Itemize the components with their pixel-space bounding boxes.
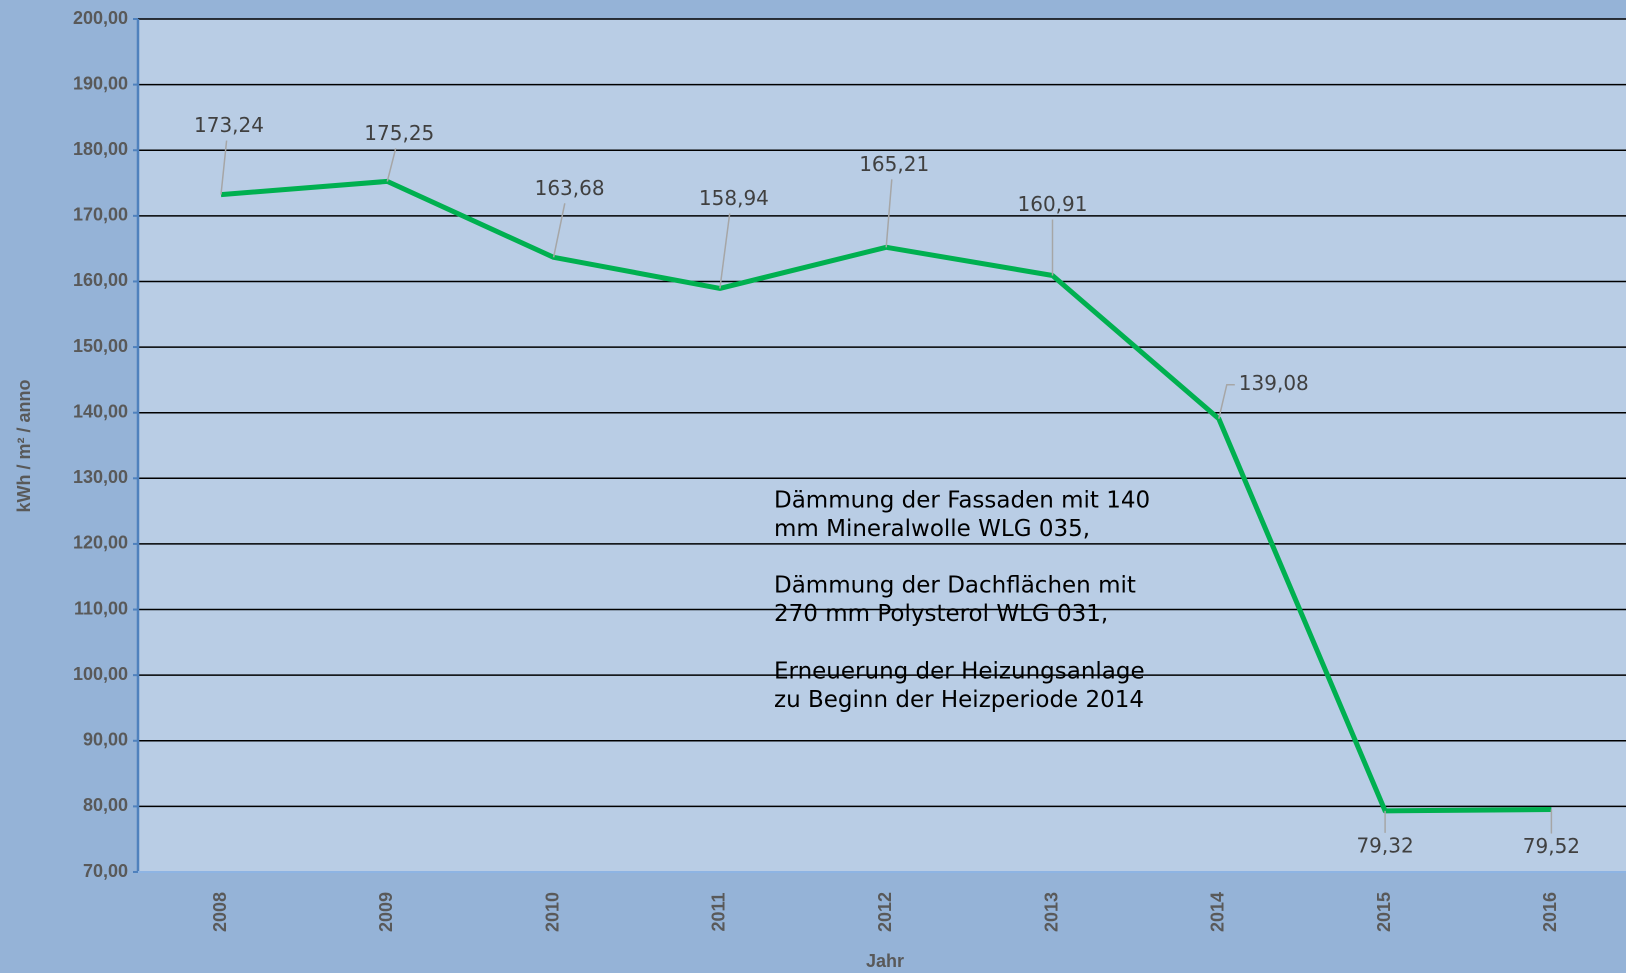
leader-line	[386, 148, 397, 182]
annotation: zu Beginn der Heizperiode 2014	[774, 687, 1144, 713]
y-tick-label: 120,00	[73, 533, 128, 553]
x-tick-label: 2013	[1041, 892, 1061, 932]
y-tick-label: 140,00	[73, 401, 128, 421]
y-tick-label: 170,00	[73, 205, 128, 225]
annotation: Dämmung der Dachflächen mit	[774, 573, 1136, 599]
x-tick-label: 2015	[1374, 892, 1394, 932]
y-tick-label: 110,00	[74, 598, 128, 618]
y-tick-label: 80,00	[83, 795, 128, 815]
y-tick-label: 100,00	[73, 664, 128, 684]
y-tick-label: 70,00	[83, 861, 128, 881]
y-tick-label: 200,00	[73, 8, 128, 28]
data-label: 173,24	[194, 113, 264, 137]
x-tick-label: 2012	[875, 892, 895, 932]
data-label: 165,21	[859, 152, 929, 176]
data-label: 158,94	[699, 186, 769, 210]
annotation: Dämmung der Fassaden mit 140	[774, 488, 1150, 514]
leader-line	[1218, 383, 1235, 419]
data-label: 139,08	[1239, 371, 1309, 395]
x-tick-label: 2011	[709, 892, 729, 931]
y-axis-label: kWh / m² / anno	[14, 379, 34, 512]
leader-line	[220, 140, 228, 195]
data-label: 160,91	[1018, 192, 1088, 216]
y-tick-label: 180,00	[73, 139, 128, 159]
data-label: 79,32	[1356, 833, 1413, 857]
y-tick-label: 160,00	[73, 270, 128, 290]
annotation: mm Mineralwolle WLG 035,	[774, 516, 1090, 542]
annotation: 270 mm Polysterol WLG 031,	[774, 601, 1108, 627]
y-tick-label: 190,00	[73, 73, 128, 93]
y-tick-label: 130,00	[73, 467, 128, 487]
x-tick-label: 2014	[1208, 892, 1228, 932]
leader-line	[719, 213, 731, 289]
x-tick-label: 2016	[1540, 892, 1560, 932]
leader-line	[885, 179, 893, 248]
x-tick-label: 2010	[542, 892, 562, 932]
data-label: 163,68	[535, 176, 605, 200]
leader-line	[552, 203, 566, 258]
annotation: Erneuerung der Heizungsanlage	[774, 659, 1145, 685]
x-tick-label: 2009	[376, 892, 396, 932]
data-label: 79,52	[1523, 834, 1580, 858]
y-tick-label: 90,00	[83, 730, 128, 750]
plot-area	[138, 19, 1626, 872]
x-axis-label: Jahr	[866, 951, 904, 971]
data-label: 175,25	[364, 121, 434, 145]
x-tick-label: 2008	[210, 892, 230, 932]
y-tick-label: 150,00	[73, 336, 128, 356]
